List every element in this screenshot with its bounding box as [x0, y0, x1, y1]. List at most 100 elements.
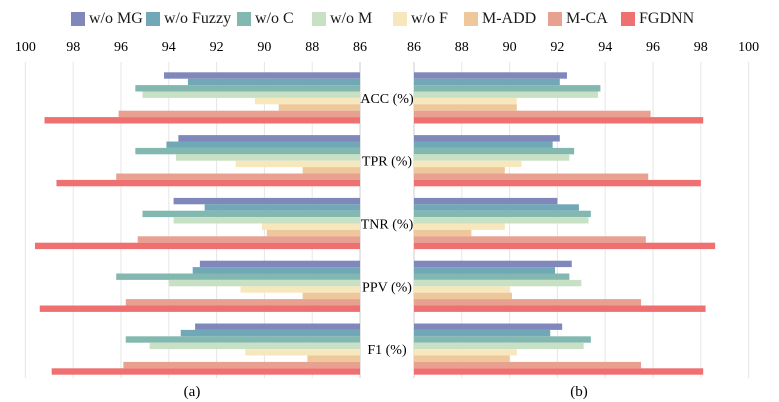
- legend-item-w-o-m: w/o M: [312, 8, 372, 30]
- bar-m-ca-ppv-a: [125, 299, 360, 306]
- x-tick-label: 94: [598, 40, 612, 55]
- legend-label: M-CA: [566, 10, 608, 27]
- bar-m-ca-f1-b: [414, 361, 642, 369]
- legend-item-m-add: M-ADD: [464, 8, 536, 30]
- bar-fgdnn-tpr-b: [414, 179, 701, 187]
- bar-w-o-mg-acc-a: [164, 72, 360, 79]
- bar-fgdnn-f1-a: [51, 368, 360, 375]
- bar-fgdnn-f1-b: [414, 368, 704, 375]
- x-tick-label: 92: [550, 40, 564, 55]
- bar-w-o-c-acc-b: [414, 85, 601, 92]
- bar-m-ca-tpr-b: [414, 173, 649, 180]
- legend-label: w/o MG: [89, 10, 143, 27]
- bar-w-o-mg-ppv-b: [414, 260, 572, 268]
- bar-m-ca-acc-b: [414, 110, 651, 118]
- legend-swatch: [621, 12, 635, 26]
- bar-m-ca-acc-a: [118, 110, 360, 118]
- legend-swatch: [312, 12, 326, 26]
- bar-fgdnn-acc-b: [414, 117, 704, 124]
- bar-w-o-mg-ppv-a: [199, 260, 360, 268]
- bar-w-o-c-tnr-a: [142, 210, 360, 218]
- bar-w-o-c-tpr-b: [414, 147, 575, 155]
- bar-w-o-fuzzy-acc-b: [414, 78, 560, 86]
- bars: [34, 72, 716, 375]
- bar-w-o-fuzzy-f1-a: [180, 329, 360, 337]
- legend-label: w/o C: [255, 10, 294, 27]
- bar-w-o-fuzzy-ppv-a: [192, 267, 360, 274]
- bar-w-o-mg-acc-b: [414, 72, 567, 79]
- x-tick-label: 88: [305, 40, 319, 55]
- panel-labels: (a) (b): [184, 384, 588, 400]
- bar-m-ca-f1-a: [123, 361, 360, 369]
- bar-fgdnn-ppv-b: [414, 305, 706, 312]
- bar-w-o-mg-f1-b: [414, 323, 563, 330]
- legend-label: w/o M: [330, 10, 373, 27]
- bar-w-o-m-f1-b: [414, 342, 584, 350]
- bar-w-o-m-tpr-b: [414, 154, 570, 161]
- bar-w-o-m-acc-a: [142, 91, 360, 98]
- bar-m-add-ppv-a: [302, 292, 360, 300]
- bar-fgdnn-tnr-a: [34, 242, 361, 250]
- bar-w-o-c-ppv-a: [116, 273, 360, 280]
- legend-swatch: [464, 12, 478, 26]
- legend-swatch: [237, 12, 251, 26]
- x-tick-label: 98: [694, 40, 708, 55]
- bar-w-o-f-f1-a: [245, 349, 360, 356]
- bar-w-o-mg-tnr-b: [414, 197, 558, 205]
- x-tick-label: 96: [114, 40, 128, 55]
- bar-m-add-acc-b: [414, 104, 517, 111]
- bar-w-o-f-ppv-a: [240, 286, 360, 293]
- bar-m-add-f1-a: [307, 355, 360, 362]
- bar-w-o-mg-f1-a: [195, 323, 360, 330]
- bar-w-o-f-f1-b: [414, 349, 517, 356]
- bar-fgdnn-tpr-a: [56, 179, 360, 187]
- category-label-tpr: TPR (%): [362, 155, 413, 170]
- bar-w-o-c-tpr-a: [135, 147, 360, 155]
- bar-w-o-fuzzy-tpr-a: [166, 141, 360, 148]
- bar-w-o-m-acc-b: [414, 91, 599, 98]
- legend-item-fgdnn: FGDNN: [621, 8, 694, 30]
- bar-w-o-mg-tnr-a: [173, 197, 360, 205]
- legend-label: FGDNN: [639, 10, 695, 27]
- bar-w-o-fuzzy-tnr-a: [204, 204, 360, 211]
- bar-w-o-c-tnr-b: [414, 210, 591, 218]
- bar-fgdnn-ppv-a: [39, 305, 361, 312]
- legend-swatch: [393, 12, 407, 26]
- bar-w-o-m-tnr-a: [173, 217, 360, 224]
- bar-w-o-fuzzy-tnr-b: [414, 204, 579, 211]
- bar-w-o-fuzzy-tpr-b: [414, 141, 553, 148]
- legend-swatch: [548, 12, 562, 26]
- x-tick-label: 90: [257, 40, 271, 55]
- legend-label: w/o Fuzzy: [164, 10, 232, 27]
- bar-m-add-tpr-b: [414, 167, 505, 174]
- legend-swatch: [146, 12, 160, 26]
- tick-labels: 100 98 96 94 92 90 88 86 86 88 90 92 94 96 98 100: [15, 40, 759, 55]
- bar-m-add-ppv-b: [414, 292, 512, 300]
- bar-m-add-tpr-a: [302, 167, 360, 174]
- bar-w-o-f-tpr-a: [235, 160, 360, 168]
- bar-fgdnn-tnr-b: [414, 242, 716, 250]
- bar-w-o-f-tpr-b: [414, 160, 522, 168]
- legend-label: w/o F: [411, 10, 448, 27]
- bar-w-o-c-ppv-b: [414, 273, 570, 280]
- bar-w-o-c-acc-a: [135, 85, 360, 92]
- category-label-tnr: TNR (%): [361, 218, 414, 233]
- bar-m-ca-tnr-b: [414, 236, 646, 243]
- bar-fgdnn-acc-a: [44, 117, 361, 124]
- bar-w-o-m-ppv-a: [168, 279, 360, 287]
- bar-w-o-m-ppv-b: [414, 279, 582, 287]
- x-tick-label: 90: [503, 40, 517, 55]
- bar-w-o-m-tnr-b: [414, 217, 589, 224]
- legend-swatch: [71, 12, 85, 26]
- bar-m-ca-tnr-a: [137, 236, 360, 243]
- legend-item-w-o-f: w/o F: [393, 8, 448, 30]
- bar-w-o-c-f1-a: [125, 336, 360, 343]
- legend-item-w-o-fuzzy: w/o Fuzzy: [146, 8, 231, 30]
- panel-label: (a): [184, 384, 201, 400]
- bar-m-add-f1-b: [414, 355, 510, 362]
- x-tick-label: 96: [646, 40, 660, 55]
- bar-w-o-mg-tpr-a: [178, 135, 360, 142]
- category-label-ppv: PPV (%): [362, 280, 412, 295]
- bar-w-o-fuzzy-f1-b: [414, 329, 551, 337]
